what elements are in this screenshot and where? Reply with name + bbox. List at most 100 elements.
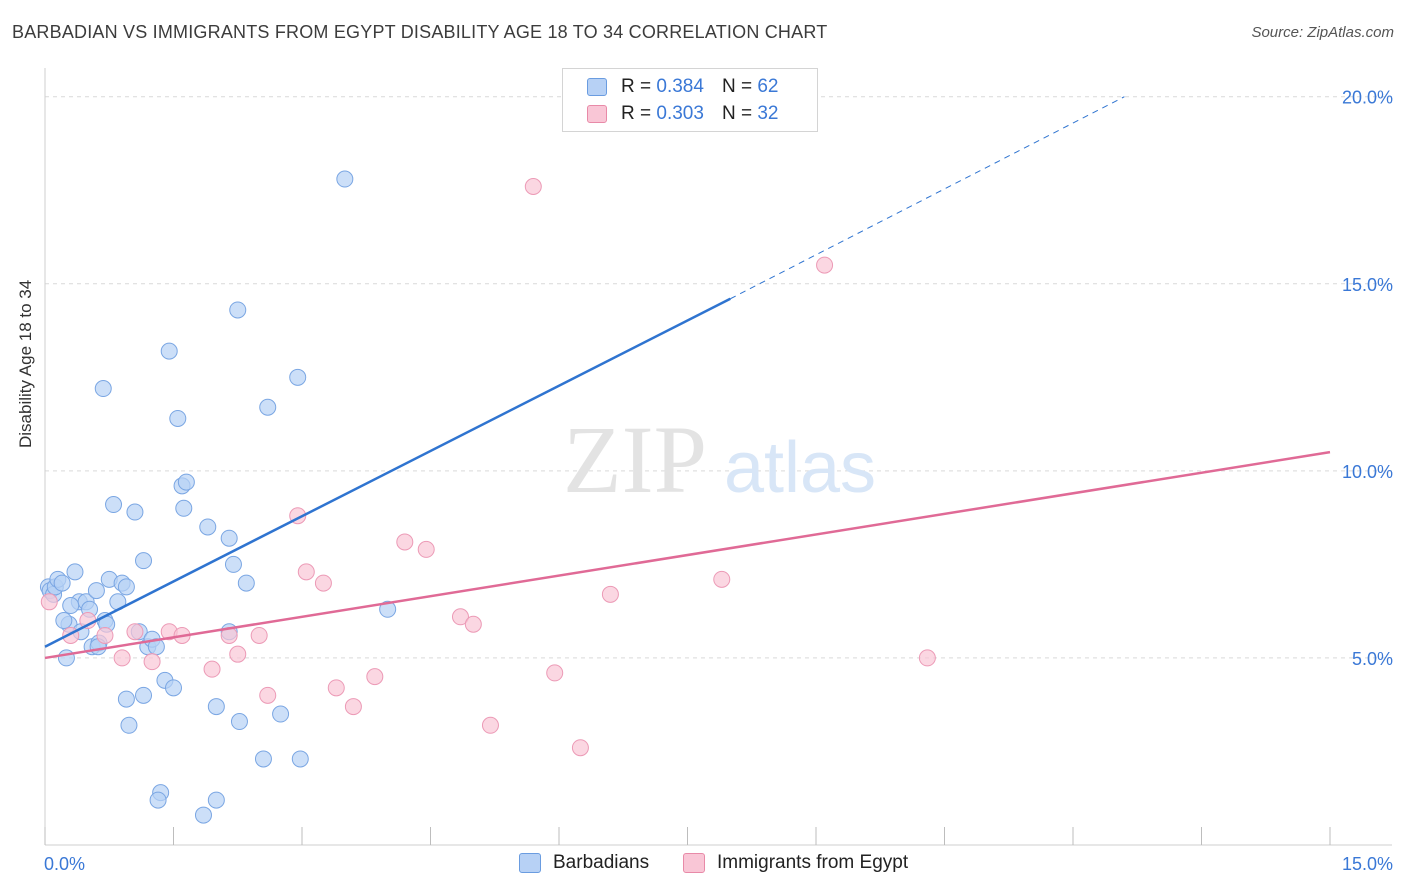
egypt-point bbox=[524, 178, 542, 196]
barbadian-point bbox=[336, 170, 354, 188]
y-tick-label: 10.0% bbox=[1342, 462, 1393, 482]
egypt-point bbox=[344, 698, 362, 716]
barbadian-point bbox=[230, 713, 248, 731]
egypt-point bbox=[96, 626, 114, 644]
egypt-point bbox=[229, 645, 247, 663]
barbadian-point bbox=[57, 649, 75, 667]
bottom-legend-label: Barbadians bbox=[553, 852, 650, 873]
legend-n-value: 62 bbox=[757, 76, 779, 97]
barbadian-point bbox=[224, 555, 242, 573]
legend-row-egypt: R = 0.303 N = 32 bbox=[587, 101, 778, 127]
barbadian-point bbox=[379, 600, 397, 618]
legend-r-value: 0.303 bbox=[656, 103, 704, 124]
legend-row-barbadians: R = 0.384 N = 62 bbox=[587, 74, 778, 100]
legend-swatch-pink bbox=[587, 105, 607, 123]
legend-r-label: R = bbox=[621, 103, 652, 124]
barbadian-point bbox=[272, 705, 290, 723]
barbadian-point bbox=[66, 563, 84, 581]
x-tick-label: 15.0% bbox=[1342, 854, 1393, 874]
barbadian-point bbox=[135, 552, 153, 570]
bottom-legend-egypt: Immigrants from Egypt bbox=[683, 852, 908, 874]
chart-title: BARBADIAN VS IMMIGRANTS FROM EGYPT DISAB… bbox=[12, 22, 828, 42]
egypt-point bbox=[40, 593, 58, 611]
legend-n-label: N = bbox=[721, 76, 753, 97]
egypt-point bbox=[126, 623, 144, 641]
bottom-legend-barbadians: Barbadians bbox=[519, 852, 649, 874]
egypt-point bbox=[816, 256, 834, 274]
egypt-point bbox=[481, 716, 499, 734]
barbadian-point bbox=[259, 398, 277, 416]
egypt-point bbox=[143, 653, 161, 671]
watermark-zip: ZIP bbox=[563, 406, 707, 513]
x-tick-label: 0.0% bbox=[44, 854, 85, 874]
barbadian-point bbox=[53, 574, 71, 592]
barbadian-point bbox=[207, 698, 225, 716]
barbadian-point bbox=[199, 518, 217, 536]
barbadian-point bbox=[289, 368, 307, 386]
egypt-point bbox=[113, 649, 131, 667]
legend: R = 0.384 N = 62 R = 0.303 N = 32 bbox=[562, 68, 818, 132]
barbadian-point bbox=[220, 529, 238, 547]
legend-swatch-blue bbox=[587, 78, 607, 96]
barbadian-point bbox=[194, 806, 212, 824]
barbadian-point bbox=[62, 597, 80, 615]
egypt-point bbox=[259, 686, 277, 704]
barbadian-point bbox=[126, 503, 144, 521]
barbadian-point bbox=[135, 686, 153, 704]
egypt-point bbox=[417, 540, 435, 558]
barbadian-point bbox=[237, 574, 255, 592]
barbadian-point bbox=[207, 791, 225, 809]
y-tick-label: 15.0% bbox=[1342, 275, 1393, 295]
legend-r-label: R = bbox=[621, 76, 652, 97]
legend-r-value: 0.384 bbox=[656, 76, 704, 97]
egypt-point bbox=[314, 574, 332, 592]
egypt-point bbox=[250, 626, 268, 644]
barbadian-point bbox=[117, 690, 135, 708]
barbadian-point bbox=[291, 750, 309, 768]
y-axis-label: Disability Age 18 to 34 bbox=[16, 279, 35, 448]
y-tick-label: 20.0% bbox=[1342, 88, 1393, 108]
legend-n-label: N = bbox=[721, 103, 753, 124]
barbadian-point bbox=[117, 578, 135, 596]
axes bbox=[44, 68, 1392, 846]
tick-labels: 5.0% 10.0% 15.0% 20.0% 0.0% 15.0% bbox=[44, 88, 1393, 874]
egypt-point bbox=[571, 739, 589, 757]
y-tick-label: 5.0% bbox=[1352, 649, 1393, 669]
barbadian-point bbox=[177, 473, 195, 491]
bottom-legend-label: Immigrants from Egypt bbox=[717, 852, 909, 873]
egypt-point bbox=[396, 533, 414, 551]
barbadian-point bbox=[169, 409, 187, 427]
bottom-legend-swatch-pink bbox=[683, 853, 705, 873]
egypt-point bbox=[601, 585, 619, 603]
barbadian-point bbox=[175, 499, 193, 517]
legend-n-value: 32 bbox=[757, 103, 779, 124]
bottom-legend-swatch-blue bbox=[519, 853, 541, 873]
barbadian-point bbox=[120, 716, 138, 734]
barbadian-point bbox=[87, 582, 105, 600]
barbadian-point bbox=[165, 679, 182, 697]
trend-lines bbox=[44, 96, 1331, 660]
data-points bbox=[39, 170, 936, 824]
barbadian-point bbox=[229, 301, 247, 319]
egypt-point bbox=[203, 660, 221, 678]
grid-lines bbox=[45, 96, 1392, 659]
egypt-point bbox=[713, 570, 731, 588]
barbadian-point bbox=[94, 380, 112, 398]
egypt-point bbox=[297, 563, 315, 581]
barbadian-point bbox=[149, 791, 167, 809]
egypt-trend-line bbox=[44, 450, 1331, 660]
barbadian-point bbox=[160, 342, 178, 360]
barbadian-point bbox=[55, 612, 73, 630]
barbadian-point bbox=[105, 496, 123, 514]
watermark: ZIP atlas bbox=[563, 406, 876, 513]
barbadian-point bbox=[254, 750, 272, 768]
source-label: Source: ZipAtlas.com bbox=[1251, 24, 1394, 41]
watermark-atlas: atlas bbox=[724, 428, 876, 508]
egypt-point bbox=[464, 615, 482, 633]
egypt-point bbox=[451, 608, 469, 626]
egypt-point bbox=[546, 664, 564, 682]
egypt-point bbox=[327, 679, 345, 697]
egypt-point bbox=[918, 649, 936, 667]
egypt-point bbox=[366, 668, 384, 686]
